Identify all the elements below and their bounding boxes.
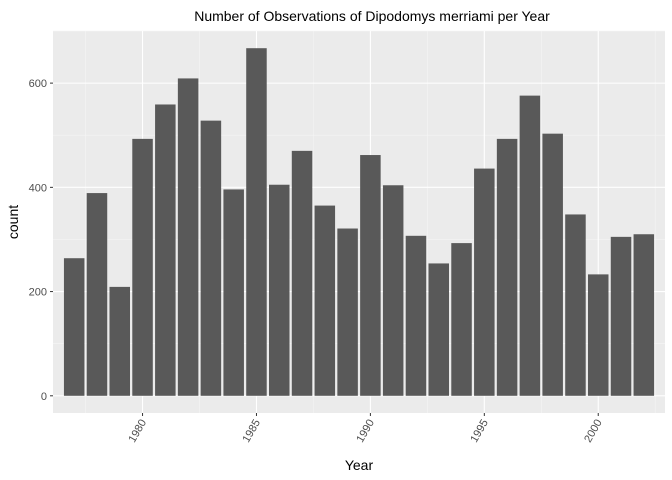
x-tick-label: 1995	[468, 418, 491, 445]
bar-1993	[428, 263, 449, 396]
bar-1990	[360, 155, 381, 396]
bar-1988	[314, 205, 336, 396]
bar-1981	[155, 104, 176, 396]
bar-1978	[86, 193, 108, 396]
major-gridlines-y	[53, 82, 665, 397]
y-tick-label: 400	[29, 182, 47, 194]
bar-1989	[337, 228, 358, 396]
x-axis-title: Year	[345, 457, 374, 473]
x-tick-label: 1980	[127, 418, 150, 445]
chart-title: Number of Observations of Dipodomys merr…	[194, 8, 550, 24]
bar-1995	[474, 168, 495, 396]
bar-1985	[246, 48, 267, 396]
bar-2001	[610, 236, 632, 396]
y-axis-title: count	[5, 205, 21, 239]
y-tick-label: 200	[29, 287, 47, 299]
bar-1998	[542, 133, 563, 396]
bar-1991	[382, 185, 404, 396]
x-tick-label: 1990	[354, 418, 377, 445]
bar-1977	[63, 258, 85, 396]
bar-1996	[496, 138, 518, 396]
y-tick-label: 600	[29, 78, 47, 90]
minor-gridlines-y	[53, 30, 665, 344]
bar-1980	[132, 138, 153, 396]
bar-2000	[587, 274, 609, 396]
bar-1983	[200, 120, 222, 396]
y-axis-ticks: 0 200 400 600	[29, 78, 53, 403]
y-tick-label: 0	[41, 391, 47, 403]
minor-gridlines-x	[85, 31, 656, 413]
bar-1987	[291, 150, 313, 396]
bar-2002	[633, 234, 655, 396]
bar-1979	[109, 286, 131, 396]
bar-1994	[451, 243, 472, 396]
bars	[63, 48, 655, 396]
bar-1999	[565, 214, 586, 396]
bar-1982	[177, 78, 199, 396]
bar-1986	[269, 184, 290, 396]
x-tick-label: 2000	[582, 418, 605, 445]
bar-1992	[405, 235, 427, 396]
bar-1984	[223, 189, 244, 396]
plot-panel	[53, 31, 665, 413]
x-tick-label: 1985	[240, 418, 263, 445]
x-axis-ticks: 1980 1985 1990 1995 2000	[127, 413, 605, 445]
bar-1997	[519, 95, 541, 396]
